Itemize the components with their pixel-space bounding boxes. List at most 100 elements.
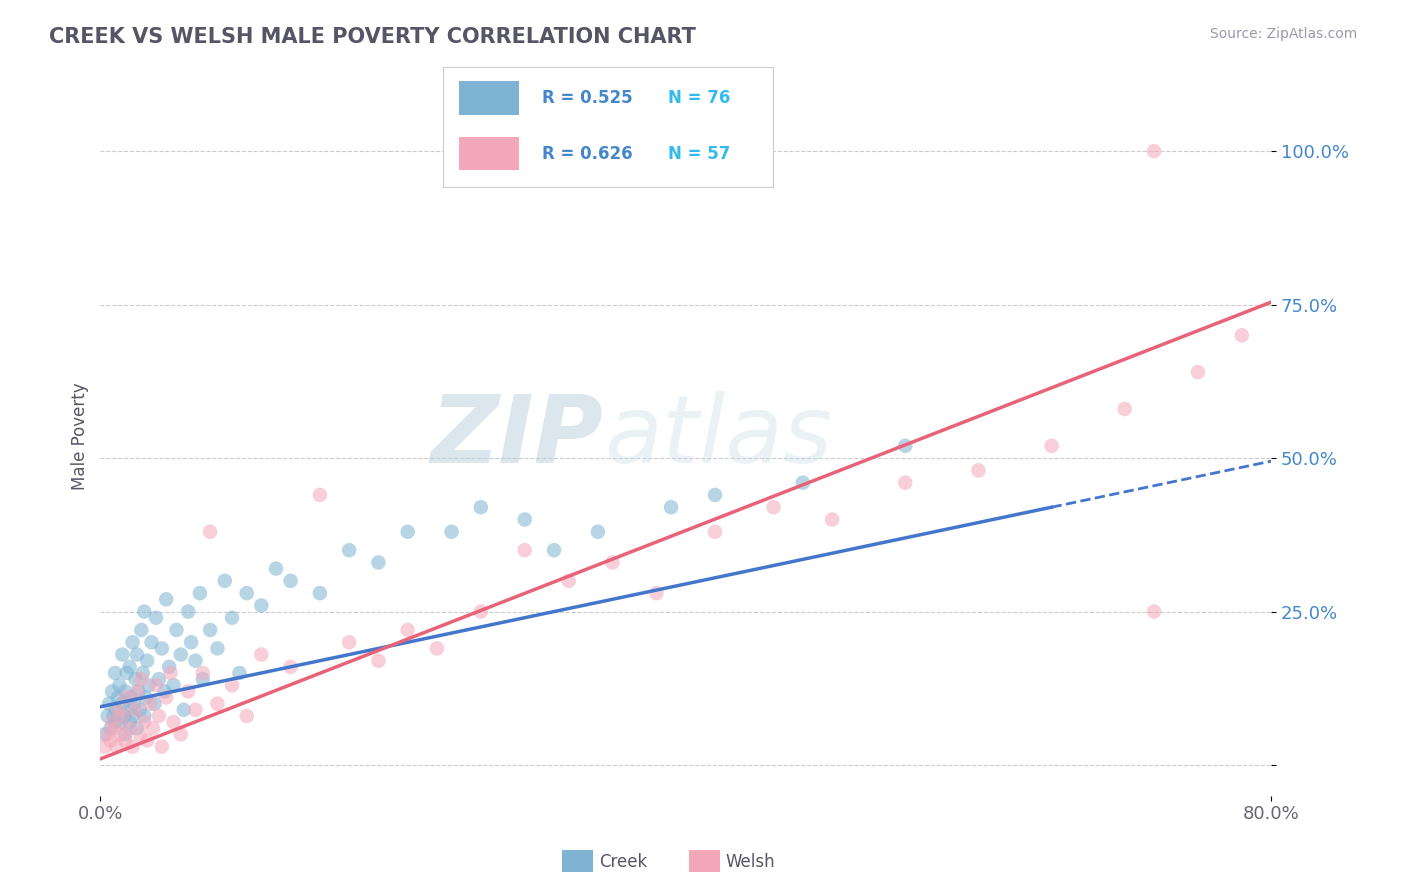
Point <box>165 623 187 637</box>
Point <box>110 727 132 741</box>
Point <box>184 703 207 717</box>
Point <box>762 500 785 515</box>
Point <box>100 733 122 747</box>
Point <box>150 739 173 754</box>
Point <box>145 611 167 625</box>
Point <box>136 733 159 747</box>
Point <box>155 690 177 705</box>
Point <box>280 660 302 674</box>
Point <box>128 703 150 717</box>
Text: Creek: Creek <box>599 853 647 871</box>
Point <box>101 684 124 698</box>
Point <box>143 697 166 711</box>
Point <box>131 672 153 686</box>
Text: N = 76: N = 76 <box>668 89 730 107</box>
Point <box>97 709 120 723</box>
Point <box>121 709 143 723</box>
Point <box>191 665 214 680</box>
Point <box>135 690 157 705</box>
Point <box>153 684 176 698</box>
Point <box>138 678 160 692</box>
Point <box>115 665 138 680</box>
Point <box>221 611 243 625</box>
Point <box>117 703 139 717</box>
Point <box>98 697 121 711</box>
Point <box>107 703 129 717</box>
Point <box>159 665 181 680</box>
Point <box>104 721 127 735</box>
Point <box>250 648 273 662</box>
Point <box>645 586 668 600</box>
Point <box>93 739 115 754</box>
Point <box>114 727 136 741</box>
Point <box>104 715 127 730</box>
Point <box>396 524 419 539</box>
Point <box>198 524 221 539</box>
Point <box>162 678 184 692</box>
Point <box>114 684 136 698</box>
Text: CREEK VS WELSH MALE POVERTY CORRELATION CHART: CREEK VS WELSH MALE POVERTY CORRELATION … <box>49 27 696 46</box>
Point <box>111 648 134 662</box>
Point <box>105 739 128 754</box>
Point <box>1114 401 1136 416</box>
Point <box>367 654 389 668</box>
Text: atlas: atlas <box>603 391 832 482</box>
Point <box>110 715 132 730</box>
Text: R = 0.525: R = 0.525 <box>543 89 633 107</box>
Point <box>124 703 146 717</box>
Point <box>120 690 142 705</box>
Point <box>188 586 211 600</box>
Point <box>513 512 536 526</box>
Point <box>128 727 150 741</box>
Point <box>1143 605 1166 619</box>
Point <box>118 715 141 730</box>
Point <box>426 641 449 656</box>
Point <box>1187 365 1209 379</box>
Point <box>557 574 579 588</box>
Point <box>250 599 273 613</box>
Text: Source: ZipAtlas.com: Source: ZipAtlas.com <box>1209 27 1357 41</box>
Point <box>1040 439 1063 453</box>
Point <box>132 665 155 680</box>
Point <box>162 715 184 730</box>
Point <box>150 641 173 656</box>
Point <box>367 556 389 570</box>
Point <box>659 500 682 515</box>
Point <box>894 475 917 490</box>
Point <box>792 475 814 490</box>
Point <box>440 524 463 539</box>
Bar <box>460 81 519 115</box>
Point <box>125 648 148 662</box>
Point <box>177 605 200 619</box>
Point <box>894 439 917 453</box>
Point <box>180 635 202 649</box>
Point <box>337 635 360 649</box>
Point <box>103 709 125 723</box>
Point <box>108 678 131 692</box>
Point <box>177 684 200 698</box>
Point <box>148 709 170 723</box>
Text: N = 57: N = 57 <box>668 145 730 162</box>
Point <box>142 721 165 735</box>
Point <box>122 697 145 711</box>
Point <box>170 727 193 741</box>
Point <box>235 709 257 723</box>
Point <box>191 672 214 686</box>
Point <box>396 623 419 637</box>
Point <box>112 709 135 723</box>
Point <box>704 524 727 539</box>
Point <box>111 697 134 711</box>
Point <box>967 463 990 477</box>
Point <box>309 586 332 600</box>
Point <box>170 648 193 662</box>
Point <box>115 690 138 705</box>
Point <box>280 574 302 588</box>
Point <box>100 721 122 735</box>
Point <box>157 660 180 674</box>
Text: ZIP: ZIP <box>430 391 603 483</box>
Point <box>228 665 250 680</box>
Point <box>97 727 120 741</box>
Point <box>121 635 143 649</box>
Point <box>148 672 170 686</box>
Text: Welsh: Welsh <box>725 853 775 871</box>
